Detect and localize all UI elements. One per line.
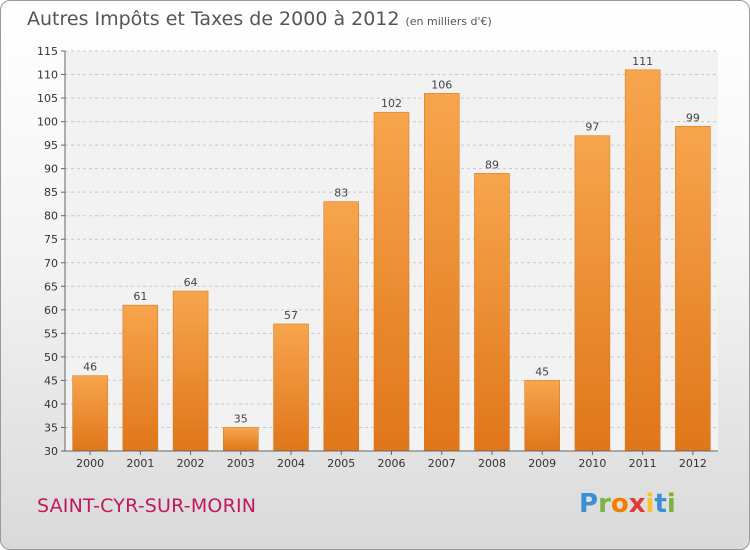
- y-tick-label: 100: [37, 116, 58, 129]
- x-tick-label-2006: 2006: [378, 457, 406, 470]
- x-tick-label-2010: 2010: [578, 457, 606, 470]
- bar-2002: [172, 290, 209, 452]
- value-label-2007: 106: [431, 78, 452, 91]
- value-label-2006: 102: [381, 97, 402, 110]
- bar-2007: [423, 93, 460, 452]
- commune-name: SAINT-CYR-SUR-MORIN: [37, 495, 257, 517]
- logo-letter: P: [579, 489, 599, 519]
- value-label-2000: 46: [83, 361, 97, 374]
- value-label-2001: 61: [133, 290, 147, 303]
- logo-letter: i: [645, 489, 655, 519]
- logo-letter: t: [654, 489, 667, 519]
- x-tick-label-2001: 2001: [126, 457, 154, 470]
- bar-2000: [72, 375, 108, 452]
- chart-title: Autres Impôts et Taxes de 2000 à 2012 (en…: [27, 8, 492, 30]
- bar-2003: [223, 427, 259, 452]
- bar-2006: [373, 111, 410, 452]
- value-label-2012: 99: [686, 111, 700, 124]
- x-tick-label-2003: 2003: [227, 457, 255, 470]
- bar-2005: [323, 201, 360, 452]
- y-axis: 30 35 40 45 50 55 60 65 70 75 80 85 90 95 100 105 110 115: [37, 45, 66, 458]
- x-axis: 2000 2001 2002 2003 2004 2005 2006 2007 2008 2009…: [65, 450, 718, 470]
- y-tick-label: 45: [44, 374, 58, 387]
- y-tick-label: 55: [44, 327, 58, 340]
- y-tick-label: 105: [37, 92, 58, 105]
- x-tick-label-2009: 2009: [528, 457, 556, 470]
- value-label-2003: 35: [234, 412, 248, 425]
- y-tick-label: 70: [44, 257, 58, 270]
- logo-letter: i: [666, 489, 676, 519]
- chart-unit: (en milliers d'€): [405, 15, 492, 28]
- x-tick-label-2005: 2005: [327, 457, 355, 470]
- value-label-2004: 57: [284, 309, 298, 322]
- bar-2012: [675, 126, 711, 452]
- bar-2001: [122, 304, 159, 452]
- value-label-2010: 97: [585, 121, 599, 134]
- y-tick-label: 80: [44, 210, 58, 223]
- value-label-2009: 45: [535, 365, 549, 378]
- x-tick-label-2008: 2008: [478, 457, 506, 470]
- x-tick-label-2004: 2004: [277, 457, 305, 470]
- bar-2010: [574, 135, 611, 452]
- y-tick-label: 60: [44, 304, 58, 317]
- y-tick-label: 40: [44, 398, 58, 411]
- bar-2008: [474, 173, 510, 452]
- x-tick-label-2011: 2011: [629, 457, 657, 470]
- chart-title-text: Autres Impôts et Taxes de 2000 à 2012: [27, 8, 400, 30]
- bar-2009: [524, 380, 560, 452]
- y-tick-label: 115: [37, 45, 58, 58]
- y-tick-label: 90: [44, 163, 58, 176]
- value-label-2008: 89: [485, 158, 499, 171]
- proxiti-logo: Proxiti: [579, 489, 676, 519]
- y-tick-label: 75: [44, 233, 58, 246]
- logo-letter: x: [628, 489, 646, 519]
- logo-letter: r: [598, 489, 611, 519]
- value-label-2011: 111: [632, 55, 653, 68]
- y-tick-label: 35: [44, 421, 58, 434]
- y-tick-label: 95: [44, 139, 58, 152]
- x-tick-label-2007: 2007: [428, 457, 456, 470]
- y-tick-label: 65: [44, 280, 58, 293]
- y-tick-label: 110: [37, 69, 58, 82]
- y-tick-label: 85: [44, 186, 58, 199]
- bar-2011: [624, 69, 661, 452]
- y-tick-label: 50: [44, 351, 58, 364]
- bars: 46 61 64 35 57 83 102 106 89 45 97 111 99: [72, 55, 711, 452]
- x-tick-label-2000: 2000: [76, 457, 104, 470]
- x-tick-label-2012: 2012: [679, 457, 707, 470]
- bar-2004: [273, 323, 309, 452]
- logo-letter: o: [610, 489, 629, 519]
- value-label-2002: 64: [184, 276, 198, 289]
- y-tick-label: 30: [44, 445, 58, 458]
- x-tick-label-2002: 2002: [177, 457, 205, 470]
- value-label-2005: 83: [334, 187, 348, 200]
